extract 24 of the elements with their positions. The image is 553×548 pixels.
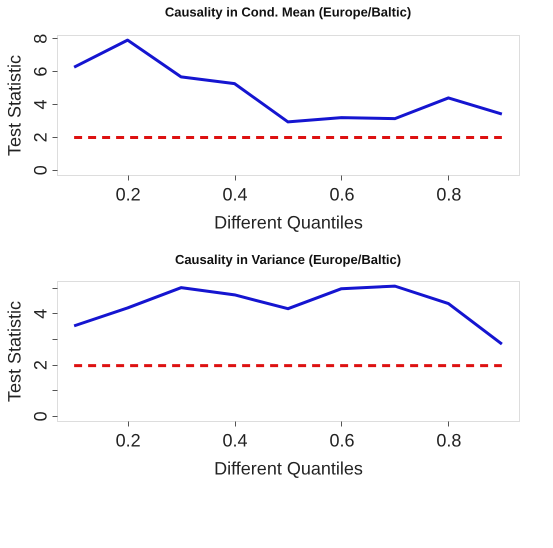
chart-title: Causality in Cond. Mean (Europe/Baltic): [164, 4, 412, 20]
y-axis-title: Test Statistic: [4, 54, 24, 156]
y-tick-label: 6: [30, 66, 50, 77]
x-axis-title: Different Quantiles: [214, 212, 363, 232]
chart-title: Causality in Variance (Europe/Baltic): [174, 252, 402, 267]
x-tick-label: 0.6: [329, 184, 354, 204]
x-tick-label: 0.2: [116, 430, 141, 450]
y-tick-label: 0: [30, 165, 50, 176]
y-tick-label: 2: [30, 360, 50, 370]
y-axis-title: Test Statistic: [4, 300, 24, 402]
y-tick-label: 4: [30, 308, 50, 319]
x-tick-label: 0.4: [222, 430, 248, 450]
y-tick-label: 2: [30, 132, 50, 142]
y-tick-label: 0: [30, 411, 50, 422]
line-series: [72, 284, 504, 346]
x-axis-title: Different Quantiles: [214, 458, 363, 478]
y-tick-label: 8: [30, 34, 50, 44]
x-tick-label: 0.8: [436, 430, 462, 450]
x-tick-label: 0.6: [329, 430, 354, 450]
x-tick-label: 0.2: [116, 184, 141, 204]
x-tick-label: 0.8: [436, 184, 462, 204]
x-tick-label: 0.4: [222, 184, 248, 204]
y-tick-label: 4: [30, 100, 50, 110]
line-series: [72, 38, 504, 124]
